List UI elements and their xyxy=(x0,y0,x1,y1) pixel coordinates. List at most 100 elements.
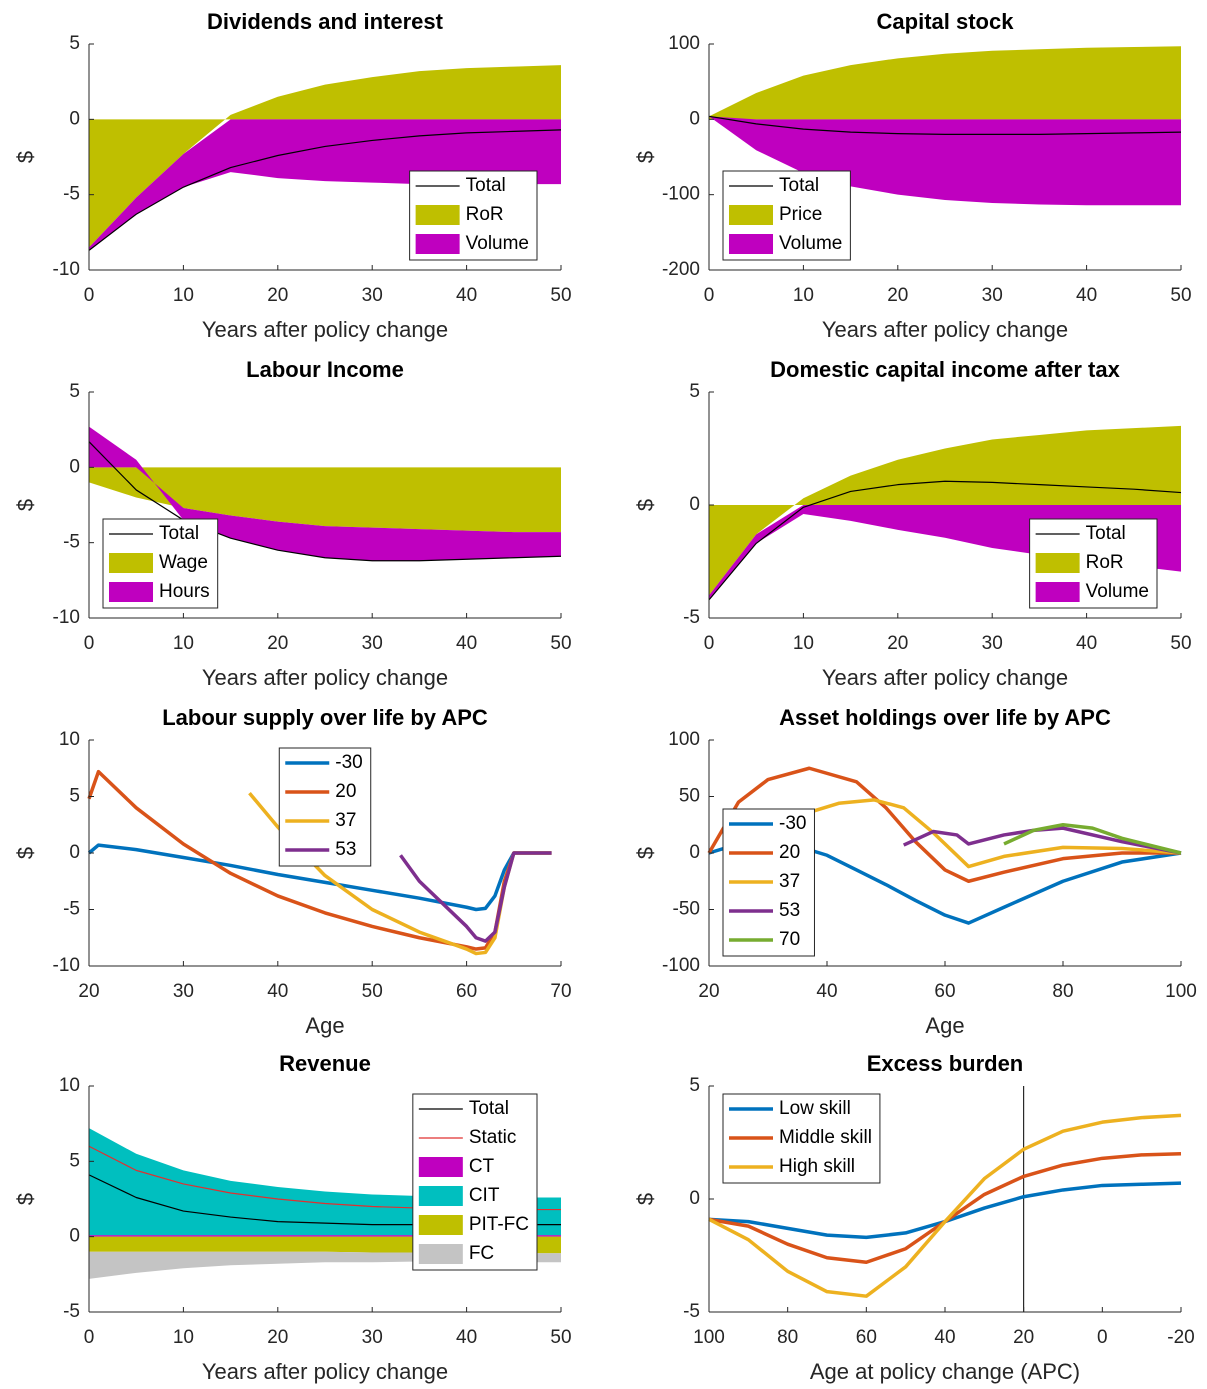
x-tick-label: 70 xyxy=(550,981,571,1002)
x-tick-label: 10 xyxy=(173,1327,194,1348)
plot-area xyxy=(708,1086,1182,1312)
x-tick-label: 0 xyxy=(704,285,715,306)
legend-label: Wage xyxy=(159,552,208,573)
subplot: Domestic capital income after tax $ Years … xyxy=(633,357,1192,690)
x-tick-label: 30 xyxy=(982,633,1003,654)
x-tick-label: 20 xyxy=(887,633,908,654)
line xyxy=(708,480,1182,601)
subplot: Labour supply over life by APC $ Age -10 -5 0… xyxy=(13,705,572,1038)
subplot: Dividends and interest $ Years after polic… xyxy=(13,9,572,342)
legend-label: 53 xyxy=(335,839,356,860)
subplot: Revenue$Years after policy change-505100… xyxy=(13,1051,572,1384)
x-tick-label: 50 xyxy=(550,285,571,306)
legend-box xyxy=(278,747,372,867)
x-axis-label: Years after policy change xyxy=(822,665,1068,690)
legend-label: CIT xyxy=(469,1185,500,1206)
legend-label: Volume xyxy=(779,233,842,254)
line xyxy=(88,441,562,562)
x-tick-label: 30 xyxy=(362,285,383,306)
y-tick-label: -5 xyxy=(63,184,80,205)
legend-label: -30 xyxy=(335,752,362,773)
chart-title: Labour Income xyxy=(246,357,404,382)
y-tick-label: -10 xyxy=(53,259,80,280)
legend-swatch xyxy=(418,1244,463,1264)
x-tick-label: 10 xyxy=(173,633,194,654)
legend-swatch xyxy=(418,1215,463,1235)
legend-label: CT xyxy=(469,1156,495,1177)
x-tick-label: 10 xyxy=(793,285,814,306)
legend-label: High skill xyxy=(779,1156,855,1177)
x-tick-label: 50 xyxy=(1170,633,1191,654)
legend: Low skill Middle skill High skill xyxy=(722,1093,881,1184)
legend-label: Total xyxy=(159,523,199,544)
x-tick-label: 40 xyxy=(456,285,477,306)
y-tick-label: -100 xyxy=(662,955,700,976)
chart-title: Asset holdings over life by APC xyxy=(779,705,1111,730)
chart-title: Capital stock xyxy=(877,9,1015,34)
y-axis-label: $ xyxy=(13,1193,38,1205)
x-tick-label: 40 xyxy=(1076,633,1097,654)
legend: Total RoR Volume xyxy=(1029,518,1158,609)
chart-title: Revenue xyxy=(279,1051,371,1076)
x-axis-label: Age at policy change (APC) xyxy=(810,1359,1080,1384)
legend-label: Total xyxy=(469,1098,509,1119)
chart-title: Excess burden xyxy=(867,1051,1024,1076)
legend-swatch xyxy=(418,1186,463,1206)
subplot: Labour Income $ Years after policy change -… xyxy=(13,357,572,690)
y-tick-label: 0 xyxy=(69,456,80,477)
legend-label: 20 xyxy=(779,842,800,863)
legend-swatch xyxy=(729,205,773,225)
y-tick-label: 0 xyxy=(69,842,80,863)
plot-area xyxy=(708,46,1182,206)
y-tick-label: 100 xyxy=(668,33,700,54)
legend: -30 20 37 53 70 xyxy=(722,808,815,957)
x-tick-label: -20 xyxy=(1167,1327,1194,1348)
chart-title: Domestic capital income after tax xyxy=(770,357,1120,382)
y-tick-label: 10 xyxy=(59,729,80,750)
legend-label: Price xyxy=(779,204,822,225)
chart-title: Dividends and interest xyxy=(207,9,444,34)
x-tick-label: 20 xyxy=(698,981,719,1002)
legend-label: Total xyxy=(466,175,506,196)
legend: -30 20 37 53 xyxy=(278,747,372,867)
y-tick-label: -5 xyxy=(63,532,80,553)
x-tick-label: 40 xyxy=(816,981,837,1002)
y-tick-label: -10 xyxy=(53,607,80,628)
line xyxy=(902,826,1182,855)
y-tick-label: -100 xyxy=(662,184,700,205)
x-tick-label: 0 xyxy=(704,633,715,654)
y-tick-label: -5 xyxy=(63,899,80,920)
y-axis-label: $ xyxy=(13,151,38,163)
y-tick-label: -5 xyxy=(63,1301,80,1322)
legend-swatch xyxy=(418,1157,463,1177)
y-tick-label: -50 xyxy=(673,899,700,920)
y-tick-label: 5 xyxy=(689,381,700,402)
subplot: Asset holdings over life by APC $ Age -100 -… xyxy=(633,705,1197,1038)
x-tick-label: 0 xyxy=(84,633,95,654)
y-tick-label: 5 xyxy=(689,1075,700,1096)
x-tick-label: 30 xyxy=(173,981,194,1002)
y-tick-label: 5 xyxy=(69,33,80,54)
legend-label: 53 xyxy=(779,900,800,921)
y-axis-label: $ xyxy=(13,847,38,859)
plot-area xyxy=(87,769,552,956)
area xyxy=(709,116,1181,206)
y-tick-label: 0 xyxy=(69,1226,80,1247)
line xyxy=(708,1113,1182,1298)
legend-swatch xyxy=(415,234,460,254)
x-tick-label: 100 xyxy=(1165,981,1197,1002)
y-tick-label: 0 xyxy=(689,1188,700,1209)
x-tick-label: 40 xyxy=(934,1327,955,1348)
x-tick-label: 10 xyxy=(173,285,194,306)
x-tick-label: 20 xyxy=(1013,1327,1034,1348)
y-tick-label: -5 xyxy=(683,1301,700,1322)
subplot: Capital stock $ Years after policy change -… xyxy=(633,9,1192,342)
x-axis-label: Years after policy change xyxy=(202,1359,448,1384)
x-tick-label: 40 xyxy=(456,633,477,654)
area xyxy=(89,119,561,251)
line xyxy=(399,851,552,943)
x-axis-label: Years after policy change xyxy=(202,317,448,342)
x-tick-label: 10 xyxy=(793,633,814,654)
x-tick-label: 20 xyxy=(78,981,99,1002)
x-tick-label: 50 xyxy=(362,981,383,1002)
